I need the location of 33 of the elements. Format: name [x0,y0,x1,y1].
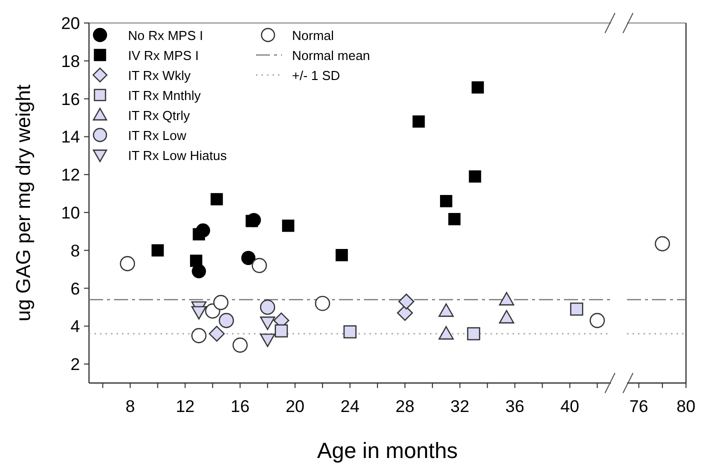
x-axis-title: Age in months [317,438,458,463]
legend-label: IT Rx Low Hiatus [128,148,228,163]
y-tick-label: 4 [70,317,80,336]
x-tick-label: 28 [395,397,414,416]
y-tick-label: 6 [70,279,80,298]
y-tick-label: 20 [61,14,80,33]
legend-label: Normal mean [292,48,370,63]
y-tick-label: 10 [61,203,80,222]
legend-label: +/- 1 SD [292,68,340,83]
legend-label: IT Rx Low [128,128,187,143]
y-tick-label: 2 [70,355,80,374]
x-tick-label: 80 [676,397,696,416]
x-tick-label: 12 [176,397,195,416]
x-tick-label: 40 [560,397,580,416]
x-tick-label: 20 [286,397,305,416]
y-tick-label: 16 [61,90,80,109]
x-tick-label: 36 [505,397,524,416]
x-tick-label: 24 [340,397,360,416]
x-tick-label: 76 [629,397,648,416]
y-tick-label: 18 [61,52,80,71]
y-tick-label: 8 [70,241,80,260]
legend-label: IT Rx Wkly [128,68,192,83]
y-tick-label: 12 [61,166,80,185]
x-tick-label: 8 [125,397,135,416]
legend-label: IT Rx Qtrly [128,108,190,123]
legend-label: IT Rx Mnthly [128,88,202,103]
y-axis-title: ug GAG per mg dry weight [13,84,35,322]
x-tick-label: 32 [450,397,470,416]
legend-label: No Rx MPS I [128,28,204,43]
legend-label: IV Rx MPS I [128,48,199,63]
y-tick-label: 14 [61,128,80,147]
legend-label: Normal [292,28,334,43]
x-tick-label: 16 [230,397,250,416]
